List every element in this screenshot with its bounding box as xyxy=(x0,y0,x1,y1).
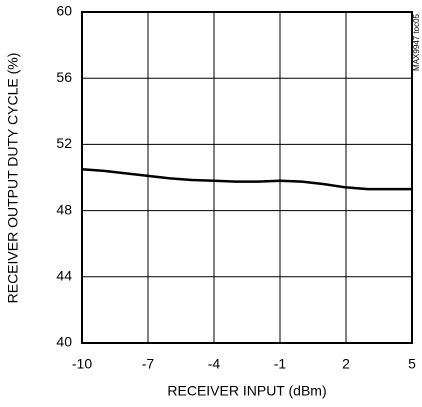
y-axis-title: RECEIVER OUTPUT DUTY CYCLE (%) xyxy=(5,53,21,304)
x-tick-label: -4 xyxy=(208,356,221,372)
x-axis-title: RECEIVER INPUT (dBm) xyxy=(167,383,326,399)
x-tick-label: -10 xyxy=(72,356,92,372)
y-tick-label: 60 xyxy=(56,3,72,19)
x-tick-label: 2 xyxy=(342,356,350,372)
y-tick-label: 48 xyxy=(56,201,72,217)
y-tick-label: 52 xyxy=(56,135,72,151)
x-tick-label: -1 xyxy=(274,356,287,372)
y-tick-label: 40 xyxy=(56,334,72,350)
annotation: MAX9947 toc05 xyxy=(412,13,421,70)
y-tick-label: 44 xyxy=(56,268,72,284)
x-tick-label: -7 xyxy=(142,356,155,372)
data-line xyxy=(81,167,412,191)
x-tick-label: 5 xyxy=(408,356,416,372)
y-tick-label: 56 xyxy=(56,69,72,85)
plot-frame xyxy=(81,11,413,344)
